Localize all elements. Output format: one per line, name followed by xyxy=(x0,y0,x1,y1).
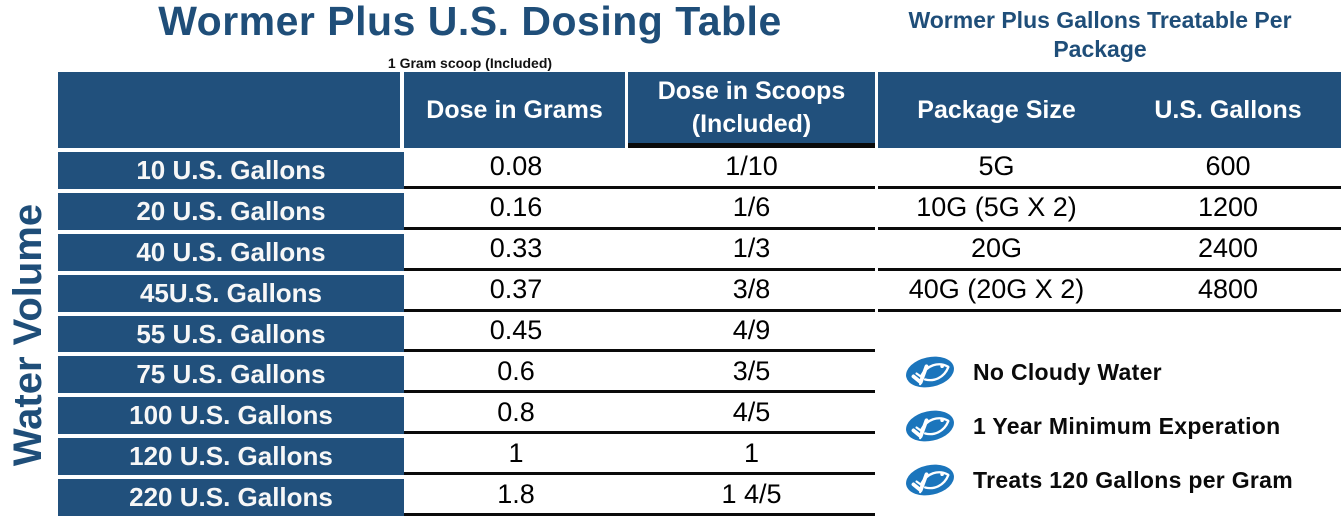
water-volume-cell: 100 U.S. Gallons xyxy=(58,393,404,435)
water-volume-cell: 120 U.S. Gallons xyxy=(58,434,404,476)
fish-check-icon xyxy=(906,410,954,442)
dosing-table: Dose in Grams Dose in Scoops (Included) … xyxy=(58,72,875,517)
dose-grams-cell: 0.45 xyxy=(404,311,628,353)
package-size-cell: 10G (5G X 2) xyxy=(878,188,1115,230)
feature-item: Treats 120 Gallons per Gram xyxy=(903,458,1293,502)
package-size-cell: 5G xyxy=(878,148,1115,189)
dose-scoops-cell: 3/8 xyxy=(628,270,875,312)
package-size-cell: 40G (20G X 2) xyxy=(878,270,1115,312)
dose-grams-cell: 0.37 xyxy=(404,270,628,312)
water-volume-cell: 40 U.S. Gallons xyxy=(58,229,404,271)
dose-in-grams-header: Dose in Grams xyxy=(404,72,628,148)
water-volume-axis-label-text: Water Volume xyxy=(6,203,50,467)
us-gallons-cell: 4800 xyxy=(1115,270,1341,312)
water-volume-cell: 20 U.S. Gallons xyxy=(58,188,404,230)
dosing-table-corner-cell xyxy=(58,72,404,148)
page-title: Wormer Plus U.S. Dosing Table xyxy=(158,0,782,44)
package-size-cell: 20G xyxy=(878,229,1115,271)
feature-item: No Cloudy Water xyxy=(903,350,1293,394)
dose-scoops-cell: 4/9 xyxy=(628,311,875,353)
dose-scoops-cell: 1/6 xyxy=(628,188,875,230)
feature-text: 1 Year Minimum Experation xyxy=(973,412,1281,439)
feature-list: No Cloudy Water 1 Year Minimum Experatio… xyxy=(903,350,1293,512)
water-volume-cell: 10 U.S. Gallons xyxy=(58,148,404,189)
dose-grams-cell: 1.8 xyxy=(404,475,628,517)
us-gallons-cell: 600 xyxy=(1115,148,1341,189)
water-volume-cell: 45U.S. Gallons xyxy=(58,270,404,312)
scoop-note: 1 Gram scoop (Included) xyxy=(387,55,553,71)
water-volume-cell: 55 U.S. Gallons xyxy=(58,311,404,353)
us-gallons-cell: 1200 xyxy=(1115,188,1341,230)
water-volume-cell: 220 U.S. Gallons xyxy=(58,475,404,517)
feature-text: No Cloudy Water xyxy=(973,358,1162,385)
dose-scoops-cell: 3/5 xyxy=(628,352,875,394)
feature-item: 1 Year Minimum Experation xyxy=(903,404,1293,448)
water-volume-axis-label: Water Volume xyxy=(0,150,56,520)
dose-scoops-cell: 1 4/5 xyxy=(628,475,875,517)
dose-grams-cell: 0.8 xyxy=(404,393,628,435)
dose-scoops-cell: 4/5 xyxy=(628,393,875,435)
fish-check-icon xyxy=(906,464,954,496)
package-table-title: Wormer Plus Gallons Treatable Per Packag… xyxy=(908,7,1292,62)
dose-grams-cell: 0.33 xyxy=(404,229,628,271)
fish-check-icon xyxy=(906,356,954,388)
us-gallons-cell: 2400 xyxy=(1115,229,1341,271)
us-gallons-header: U.S. Gallons xyxy=(1115,72,1341,148)
package-size-header: Package Size xyxy=(878,72,1115,148)
water-volume-cell: 75 U.S. Gallons xyxy=(58,352,404,394)
dose-grams-cell: 0.6 xyxy=(404,352,628,394)
dose-grams-cell: 1 xyxy=(404,434,628,476)
package-table: Package Size U.S. Gallons 5G 600 10G (5G… xyxy=(878,72,1341,312)
feature-text: Treats 120 Gallons per Gram xyxy=(973,466,1294,493)
dose-scoops-cell: 1 xyxy=(628,434,875,476)
dose-grams-cell: 0.16 xyxy=(404,188,628,230)
dose-in-scoops-header: Dose in Scoops (Included) xyxy=(628,72,875,148)
dose-scoops-cell: 1/3 xyxy=(628,229,875,271)
dose-grams-cell: 0.08 xyxy=(404,148,628,189)
dose-scoops-cell: 1/10 xyxy=(628,148,875,189)
